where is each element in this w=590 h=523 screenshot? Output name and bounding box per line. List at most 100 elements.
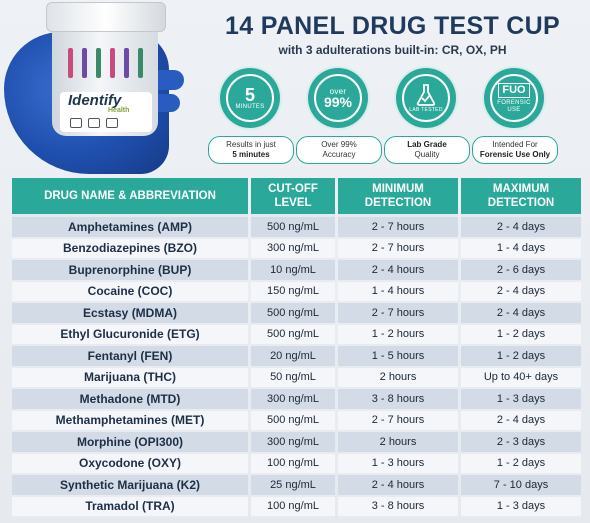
cell-max-detection: 1 - 2 days bbox=[461, 453, 581, 475]
cell-min-detection: 2 - 4 hours bbox=[338, 475, 458, 497]
table-row: Tramadol (TRA) 100 ng/mL 3 - 8 hours 1 - 3 … bbox=[12, 496, 581, 518]
cell-cutoff: 20 ng/mL bbox=[251, 346, 335, 368]
forensic-use-icon: FUO FORENSIC USE bbox=[490, 74, 538, 122]
cell-drug-name: Fentanyl (FEN) bbox=[12, 346, 248, 368]
cell-cutoff: 100 ng/mL bbox=[251, 453, 335, 475]
cell-cutoff: 50 ng/mL bbox=[251, 367, 335, 389]
table-row: Benzodiazepines (BZO) 300 ng/mL 2 - 7 hour… bbox=[12, 238, 581, 260]
table-header-row: DRUG NAME & ABBREVIATION CUT-OFF LEVEL M… bbox=[12, 178, 581, 217]
cell-drug-name: Synthetic Marijuana (K2) bbox=[12, 475, 248, 497]
cell-drug-name: Oxycodone (OXY) bbox=[12, 453, 248, 475]
test-strip bbox=[124, 48, 129, 78]
cell-min-detection: 2 - 7 hours bbox=[338, 303, 458, 325]
table-row: Amphetamines (AMP) 500 ng/mL 2 - 7 hours 2 … bbox=[12, 217, 581, 239]
cell-max-detection: 1 - 2 days bbox=[461, 346, 581, 368]
cell-cutoff: 500 ng/mL bbox=[251, 324, 335, 346]
badge-caption: Results in just 5 minutes bbox=[208, 136, 294, 164]
table-body: Amphetamines (AMP) 500 ng/mL 2 - 7 hours 2 … bbox=[12, 217, 581, 518]
cell-cutoff: 500 ng/mL bbox=[251, 410, 335, 432]
table-row: Buprenorphine (BUP) 10 ng/mL 2 - 4 hours 2 … bbox=[12, 260, 581, 282]
drug-detection-table: DRUG NAME & ABBREVIATION CUT-OFF LEVEL M… bbox=[9, 178, 584, 518]
cell-max-detection: 1 - 3 days bbox=[461, 496, 581, 518]
header-drug-name: DRUG NAME & ABBREVIATION bbox=[12, 178, 248, 217]
cell-max-detection: 2 - 4 days bbox=[461, 281, 581, 303]
cell-min-detection: 2 hours bbox=[338, 432, 458, 454]
table-row: Methadone (MTD) 300 ng/mL 3 - 8 hours 1 - 3… bbox=[12, 389, 581, 411]
test-strip bbox=[68, 48, 73, 78]
cell-max-detection: 2 - 4 days bbox=[461, 410, 581, 432]
badge-caption: Lab Grade Quality bbox=[384, 136, 470, 164]
cell-drug-name: Amphetamines (AMP) bbox=[12, 217, 248, 239]
cell-min-detection: 2 - 7 hours bbox=[338, 238, 458, 260]
cell-max-detection: 2 - 3 days bbox=[461, 432, 581, 454]
cell-min-detection: 2 - 4 hours bbox=[338, 260, 458, 282]
cell-drug-name: Ethyl Glucuronide (ETG) bbox=[12, 324, 248, 346]
cell-drug-name: Buprenorphine (BUP) bbox=[12, 260, 248, 282]
cell-min-detection: 3 - 8 hours bbox=[338, 389, 458, 411]
cell-cutoff: 500 ng/mL bbox=[251, 217, 335, 239]
page-title: 14 PANEL DRUG TEST CUP bbox=[225, 12, 560, 40]
table-row: Fentanyl (FEN) 20 ng/mL 1 - 5 hours 1 - 2 d… bbox=[12, 346, 581, 368]
cell-max-detection: Up to 40+ days bbox=[461, 367, 581, 389]
cell-cutoff: 100 ng/mL bbox=[251, 496, 335, 518]
table-row: Morphine (OPI300) 300 ng/mL 2 hours 2 - 3 d… bbox=[12, 432, 581, 454]
cell-cutoff: 150 ng/mL bbox=[251, 281, 335, 303]
test-strip bbox=[96, 48, 101, 78]
test-strip bbox=[82, 48, 87, 78]
test-strip bbox=[110, 48, 115, 78]
cell-max-detection: 1 - 3 days bbox=[461, 389, 581, 411]
cell-drug-name: Methadone (MTD) bbox=[12, 389, 248, 411]
cell-max-detection: 1 - 2 days bbox=[461, 324, 581, 346]
cell-cutoff: 300 ng/mL bbox=[251, 389, 335, 411]
brand-sub: Health bbox=[108, 107, 130, 114]
table-row: Methamphetamines (MET) 500 ng/mL 2 - 7 hou… bbox=[12, 410, 581, 432]
test-strip bbox=[138, 48, 143, 78]
cell-min-detection: 1 - 5 hours bbox=[338, 346, 458, 368]
badge-caption: Intended For Forensic Use Only bbox=[472, 136, 558, 164]
badge-caption: Over 99% Accuracy bbox=[296, 136, 382, 164]
cell-max-detection: 2 - 4 days bbox=[461, 217, 581, 239]
cup-result-icons bbox=[70, 118, 118, 128]
page-subtitle: with 3 adulterations built-in: CR, OX, P… bbox=[278, 43, 507, 57]
cell-cutoff: 500 ng/mL bbox=[251, 303, 335, 325]
cell-max-detection: 2 - 4 days bbox=[461, 303, 581, 325]
cell-min-detection: 2 hours bbox=[338, 367, 458, 389]
header-min-detection: MINIMUM DETECTION bbox=[338, 178, 458, 217]
product-image: Identify Health bbox=[0, 0, 200, 175]
cell-drug-name: Morphine (OPI300) bbox=[12, 432, 248, 454]
cell-cutoff: 25 ng/mL bbox=[251, 475, 335, 497]
accuracy-99-icon: over 99% bbox=[314, 74, 362, 122]
cell-max-detection: 7 - 10 days bbox=[461, 475, 581, 497]
lab-tested-icon: LAB TESTED bbox=[402, 74, 450, 122]
table-row: Marijuana (THC) 50 ng/mL 2 hours Up to 40+ … bbox=[12, 367, 581, 389]
cell-min-detection: 1 - 4 hours bbox=[338, 281, 458, 303]
cell-drug-name: Methamphetamines (MET) bbox=[12, 410, 248, 432]
cell-drug-name: Tramadol (TRA) bbox=[12, 496, 248, 518]
cell-cutoff: 300 ng/mL bbox=[251, 432, 335, 454]
cell-drug-name: Benzodiazepines (BZO) bbox=[12, 238, 248, 260]
flask-check-icon bbox=[416, 83, 436, 106]
cell-min-detection: 1 - 3 hours bbox=[338, 453, 458, 475]
feature-badges: 5 MINUTES Results in just 5 minutes over… bbox=[206, 68, 588, 172]
cell-max-detection: 2 - 6 days bbox=[461, 260, 581, 282]
table-row: Synthetic Marijuana (K2) 25 ng/mL 2 - 4 ho… bbox=[12, 475, 581, 497]
header-cutoff: CUT-OFF LEVEL bbox=[251, 178, 335, 217]
cell-min-detection: 1 - 2 hours bbox=[338, 324, 458, 346]
cell-drug-name: Ecstasy (MDMA) bbox=[12, 303, 248, 325]
cell-drug-name: Marijuana (THC) bbox=[12, 367, 248, 389]
table-row: Cocaine (COC) 150 ng/mL 1 - 4 hours 2 - 4 d… bbox=[12, 281, 581, 303]
header-max-detection: MAXIMUM DETECTION bbox=[461, 178, 581, 217]
table-row: Ethyl Glucuronide (ETG) 500 ng/mL 1 - 2 ho… bbox=[12, 324, 581, 346]
table-row: Oxycodone (OXY) 100 ng/mL 1 - 3 hours 1 - 2… bbox=[12, 453, 581, 475]
cell-min-detection: 3 - 8 hours bbox=[338, 496, 458, 518]
table-row: Ecstasy (MDMA) 500 ng/mL 2 - 7 hours 2 - 4 … bbox=[12, 303, 581, 325]
clock-5-minutes-icon: 5 MINUTES bbox=[226, 74, 274, 122]
test-cup-lid bbox=[46, 2, 166, 32]
cell-cutoff: 300 ng/mL bbox=[251, 238, 335, 260]
cell-cutoff: 10 ng/mL bbox=[251, 260, 335, 282]
cell-min-detection: 2 - 7 hours bbox=[338, 217, 458, 239]
cell-max-detection: 1 - 4 days bbox=[461, 238, 581, 260]
cell-drug-name: Cocaine (COC) bbox=[12, 281, 248, 303]
cell-min-detection: 2 - 7 hours bbox=[338, 410, 458, 432]
brand-logo: Identify bbox=[68, 92, 122, 109]
